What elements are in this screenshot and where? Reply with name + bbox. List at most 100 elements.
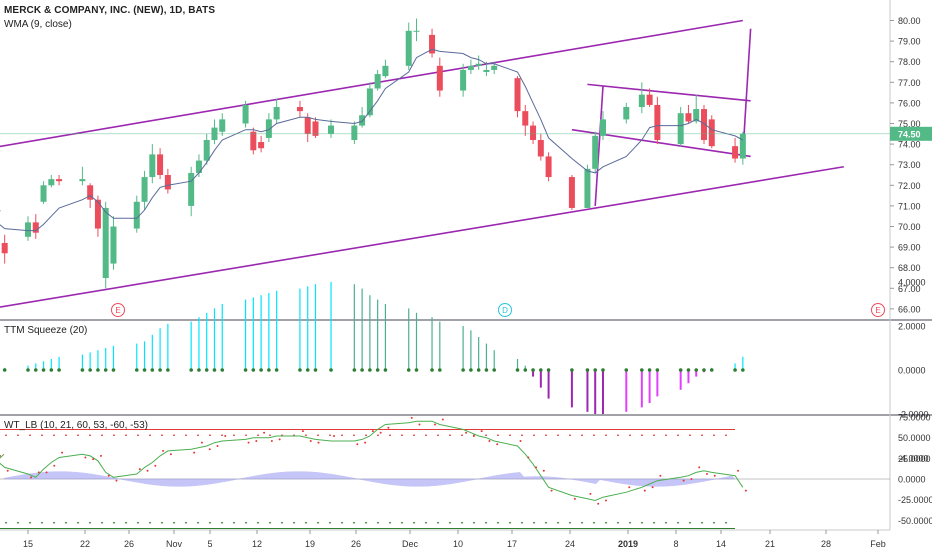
wt-level-dot xyxy=(653,521,655,524)
time-tick-label: 26 xyxy=(351,539,361,549)
candle-body xyxy=(133,201,140,229)
wt2-dot xyxy=(154,464,157,467)
wt2-dot xyxy=(371,430,374,433)
squeeze-dot xyxy=(26,368,30,372)
wt2-dot xyxy=(744,489,747,492)
wt-level-dot xyxy=(713,521,715,524)
wt-level-dot xyxy=(449,434,451,437)
squeeze-dot xyxy=(189,368,193,372)
time-tick-label: Dec xyxy=(402,539,419,549)
wt-level-dot xyxy=(569,521,571,524)
time-tick-label: 14 xyxy=(716,539,726,549)
wt1-line xyxy=(0,420,744,502)
trend-channel-line xyxy=(0,165,844,308)
squeeze-dot xyxy=(197,368,201,372)
candle-body xyxy=(623,107,630,120)
squeeze-dot xyxy=(733,368,737,372)
squeeze-dot xyxy=(593,368,598,372)
wt-level-dot xyxy=(341,521,343,524)
candle-body xyxy=(429,34,436,54)
wt-level-dot xyxy=(581,434,583,437)
wt-level-dot xyxy=(113,434,115,437)
price-tick-label: 71.00 xyxy=(898,201,921,211)
wt-level-dot xyxy=(221,434,223,437)
wt-level-dot xyxy=(329,521,331,524)
wt-level-dot xyxy=(341,434,343,437)
wt-level-dot xyxy=(125,434,127,437)
time-tick-label: 22 xyxy=(80,539,90,549)
wt-level-dot xyxy=(269,434,271,437)
wt2-dot xyxy=(628,486,631,489)
candle-body xyxy=(592,135,599,169)
wt-level-dot xyxy=(137,434,139,437)
wt-level-dot xyxy=(557,521,559,524)
wt2-dot xyxy=(30,476,32,479)
candle-body xyxy=(413,30,420,32)
squeeze-dot xyxy=(41,368,46,372)
squeeze-dot xyxy=(375,368,380,372)
candle-body xyxy=(374,74,381,89)
wt2-dot xyxy=(224,435,227,438)
squeeze-dot xyxy=(352,368,357,372)
wt-level-dot xyxy=(245,434,247,437)
squeeze-dot xyxy=(678,368,683,372)
wt-level-dot xyxy=(533,521,535,524)
candle-body xyxy=(599,119,606,136)
wt2-dot xyxy=(527,456,530,459)
candle-body xyxy=(258,142,265,149)
wt-level-dot xyxy=(677,434,679,437)
price-tick-label: 74.00 xyxy=(898,140,921,150)
squeeze-dot xyxy=(686,368,691,372)
wt2-dot xyxy=(270,440,273,443)
squeeze-dot xyxy=(80,368,85,372)
squeeze-dot xyxy=(523,368,528,372)
squeeze-dot xyxy=(546,368,551,372)
last-price-badge xyxy=(890,126,932,141)
squeeze-dot xyxy=(624,368,629,372)
squeeze-dot xyxy=(647,368,652,372)
squeeze-dot xyxy=(368,368,372,372)
wt2-dot xyxy=(309,440,312,443)
candle-body xyxy=(646,94,653,105)
candle-body xyxy=(87,185,94,200)
wt-level-dot xyxy=(377,521,379,524)
candle-body xyxy=(514,78,521,112)
wt-level-dot xyxy=(113,521,115,524)
wt-level-dot xyxy=(605,434,607,437)
candle-body xyxy=(700,109,707,140)
squeeze-dot xyxy=(313,368,318,372)
wt2-dot xyxy=(410,416,413,419)
wt-level-dot xyxy=(209,521,211,524)
price-tick-label: 78.00 xyxy=(898,57,921,67)
candle-body xyxy=(157,154,164,175)
wt-level-dot xyxy=(173,434,175,437)
wt2-dot xyxy=(200,441,203,444)
wt2-dot xyxy=(208,448,211,451)
wt2-dot xyxy=(480,430,483,433)
wt-level-dot xyxy=(317,434,319,437)
wt-level-dot xyxy=(485,521,487,524)
wt-level-dot xyxy=(725,434,727,437)
wt-level-dot xyxy=(629,434,631,437)
wt2-dot xyxy=(418,423,421,426)
wt2-dot xyxy=(690,478,693,480)
candle-body xyxy=(436,65,443,91)
time-tick-label: 24 xyxy=(565,539,575,549)
candle-body xyxy=(351,125,358,140)
wt-level-dot xyxy=(545,521,547,524)
wt-level-dot xyxy=(5,434,7,437)
wt-level-dot xyxy=(617,521,619,524)
wt-tick-label: 0.0000 xyxy=(898,475,926,485)
wt-level-dot xyxy=(185,521,187,524)
wt2-dot xyxy=(6,469,9,472)
candle-body xyxy=(328,125,335,134)
wt-level-dot xyxy=(461,434,463,437)
candle-body xyxy=(312,121,319,136)
wt2-dot xyxy=(92,458,95,461)
wt-level-dot xyxy=(701,521,703,524)
wt-level-dot xyxy=(557,434,559,437)
wt2-dot xyxy=(519,440,522,443)
wt2-dot xyxy=(713,474,716,477)
